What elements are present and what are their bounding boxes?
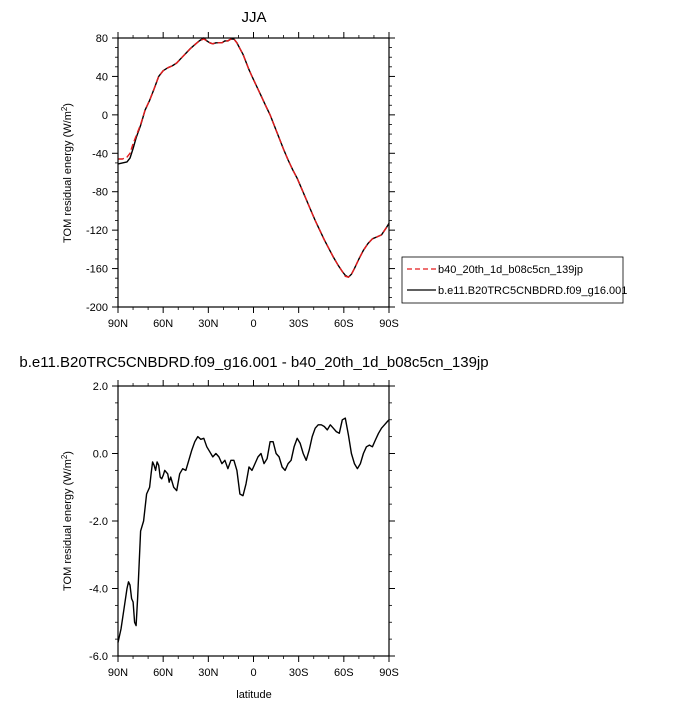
bottom-x-tick-labels: 90N 60N 30N 0 30S 60S 90S	[108, 667, 399, 679]
top-x-tick-labels: 90N 60N 30N 0 30S 60S 90S	[108, 318, 399, 330]
y-tick-label: 40	[96, 71, 108, 83]
legend-box	[401, 256, 624, 304]
x-tick-label: 60S	[334, 318, 354, 330]
series-line-black-solid	[117, 417, 390, 643]
x-tick-label: 30S	[289, 667, 309, 679]
x-tick-label: 0	[250, 318, 256, 330]
y-tick-label: -40	[92, 148, 108, 160]
y-tick-label: -160	[86, 264, 108, 276]
series-line-black-solid	[117, 37, 390, 278]
y-tick-label: 2.0	[93, 381, 108, 393]
x-tick-label: 90S	[379, 667, 399, 679]
bottom-series-lines	[117, 417, 390, 643]
bottom-x-axis-title: latitude	[236, 689, 271, 701]
x-tick-label: 30N	[198, 318, 218, 330]
y-tick-label: -4.0	[89, 584, 108, 596]
y-tick-label: 0.0	[93, 449, 108, 461]
top-panel: JJA -200 -160 -120 -80 -40 0 40 80 90N 60N 30N 0 30…	[60, 9, 627, 330]
bottom-y-axis-title: TOM residual energy (W/m2)	[60, 451, 74, 591]
bottom-panel: b.e11.B20TRC5CNBDRD.f09_g16.001 - b40_20…	[19, 354, 488, 701]
x-tick-label: 60N	[153, 318, 173, 330]
bottom-axis-ticks	[112, 380, 395, 662]
top-plot-frame	[117, 37, 390, 308]
y-tick-label: -2.0	[89, 516, 108, 528]
y-tick-label: -6.0	[89, 651, 108, 663]
top-y-tick-labels: -200 -160 -120 -80 -40 0 40 80	[86, 33, 108, 314]
y-tick-label: 0	[102, 110, 108, 122]
bottom-plot-frame	[117, 385, 390, 657]
x-tick-label: 90N	[108, 318, 128, 330]
bottom-y-tick-labels: -6.0 -4.0 -2.0 0.0 2.0	[89, 381, 108, 663]
y-tick-label: -200	[86, 302, 108, 314]
x-tick-label: 90N	[108, 667, 128, 679]
legend-entry-1: b40_20th_1d_b08c5cn_139jp	[438, 264, 583, 276]
bottom-chart-title: b.e11.B20TRC5CNBDRD.f09_g16.001 - b40_20…	[19, 354, 488, 371]
top-chart-title: JJA	[241, 9, 266, 26]
legend: b40_20th_1d_b08c5cn_139jp b.e11.B20TRC5C…	[401, 256, 627, 304]
x-tick-label: 60N	[153, 667, 173, 679]
series-line-red-dashed	[118, 38, 390, 278]
legend-entry-2: b.e11.B20TRC5CNBDRD.f09_g16.001	[438, 285, 627, 297]
x-tick-label: 30S	[289, 318, 309, 330]
y-tick-label: 80	[96, 33, 108, 45]
top-series-lines	[117, 37, 390, 278]
x-tick-label: 30N	[198, 667, 218, 679]
x-tick-label: 90S	[379, 318, 399, 330]
x-tick-label: 0	[250, 667, 256, 679]
y-tick-label: -80	[92, 187, 108, 199]
top-y-axis-title: TOM residual energy (W/m2)	[60, 103, 74, 243]
y-tick-label: -120	[86, 225, 108, 237]
x-tick-label: 60S	[334, 667, 354, 679]
